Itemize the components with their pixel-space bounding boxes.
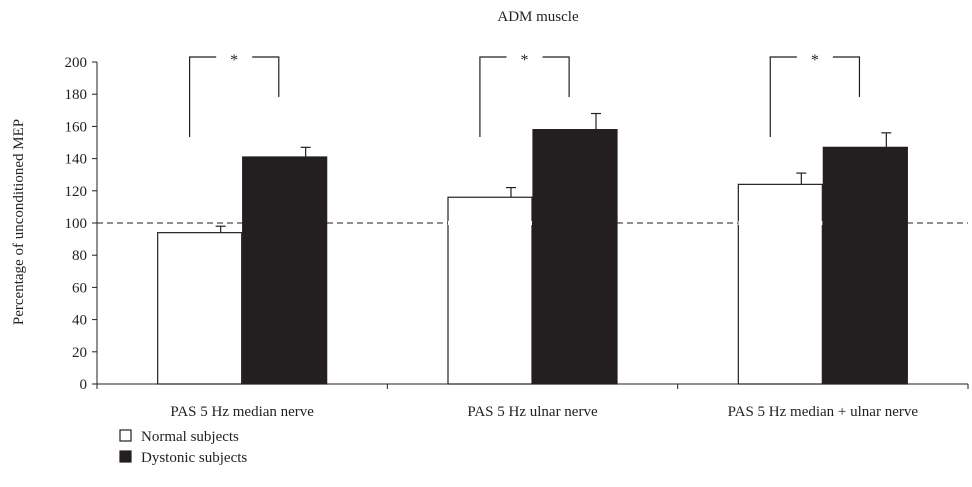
significance-label: * <box>811 52 819 69</box>
y-tick-label: 120 <box>65 184 88 200</box>
legend-swatch <box>119 450 132 463</box>
bar-overlay <box>823 221 908 225</box>
bar-dystonic <box>822 146 908 385</box>
y-tick-label: 80 <box>72 248 87 264</box>
legend-label: Normal subjects <box>141 429 239 445</box>
legend-item: Dystonic subjects <box>119 450 247 466</box>
significance-bracket-left <box>479 56 507 137</box>
significance-bracket-right <box>542 56 570 97</box>
y-tick-label: 60 <box>72 280 87 296</box>
significance-bracket-right <box>252 56 280 97</box>
y-tick-label: 140 <box>65 152 88 168</box>
legend-item: Normal subjects <box>119 429 239 445</box>
bar-dystonic <box>242 156 328 385</box>
bar-normal <box>737 183 823 385</box>
legend-label: Dystonic subjects <box>141 450 247 466</box>
bar-overlay <box>242 221 327 225</box>
x-tick-label: PAS 5 Hz median nerve <box>170 404 314 420</box>
y-tick-label: 100 <box>65 216 88 232</box>
legend: Normal subjects Dystonic subjects <box>119 429 247 466</box>
y-tick-label: 40 <box>72 313 87 329</box>
significance-label: * <box>521 52 529 69</box>
significance-bracket-left <box>188 56 217 137</box>
bar-overlay <box>533 221 617 225</box>
bar-overlay <box>738 221 823 225</box>
y-tick-label: 160 <box>65 119 88 135</box>
significance-label: * <box>230 52 238 69</box>
y-tick-label: 180 <box>65 87 88 103</box>
bar-normal <box>447 196 533 385</box>
y-tick-label: 0 <box>80 377 88 393</box>
bar-dystonic <box>532 129 618 385</box>
y-tick-label: 200 <box>65 55 88 71</box>
bar-normal <box>157 232 243 385</box>
chart-title: ADM muscle <box>497 9 579 25</box>
plot-area: 0 20 40 60 80 100 120 140 160 180 200 * PAS 5 Hz med… <box>65 52 969 420</box>
significance-bracket-left <box>769 56 797 137</box>
y-tick-label: 20 <box>72 345 87 361</box>
significance-bracket-right <box>832 56 861 97</box>
x-tick-label: PAS 5 Hz median + ulnar nerve <box>728 404 919 420</box>
bar-overlay <box>448 221 532 225</box>
x-tick-label: PAS 5 Hz ulnar nerve <box>467 404 598 420</box>
y-axis-label: Percentage of unconditioned MEP <box>11 119 27 325</box>
legend-swatch <box>119 429 132 442</box>
